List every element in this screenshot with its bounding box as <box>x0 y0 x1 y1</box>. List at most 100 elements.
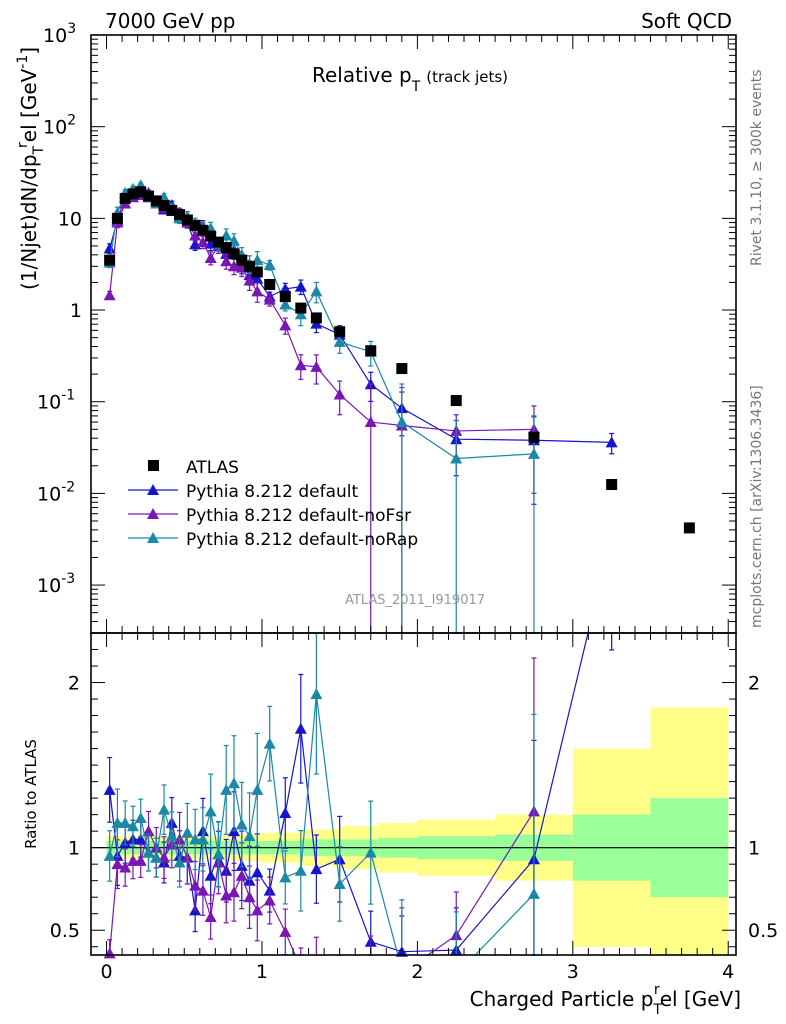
y-tick-label: 10-3 <box>37 571 75 597</box>
atlas-point <box>166 204 178 216</box>
ratio-point <box>251 904 264 916</box>
data-point <box>294 359 307 371</box>
ratio-point <box>294 722 307 734</box>
ratio-point <box>126 854 139 866</box>
ratio-frame <box>90 632 737 956</box>
atlas-point <box>295 302 307 314</box>
ratio-point <box>103 849 116 861</box>
ratio-y-tick-label-right: 1 <box>748 838 760 860</box>
y-axis-label-exp: -1 <box>15 55 31 69</box>
legend-label: Pythia 8.212 default-noFsr <box>186 506 411 526</box>
y-tick-label: 10-2 <box>37 479 75 505</box>
y-tick-label: 1 <box>70 300 82 322</box>
ratio-point <box>227 777 240 789</box>
ratio-point <box>527 887 540 899</box>
series-atlas <box>104 186 695 534</box>
ratio-point <box>142 825 155 837</box>
ratio-point <box>279 925 292 937</box>
data-point <box>333 388 346 400</box>
ratio-point <box>294 864 307 876</box>
legend-marker-triangle <box>147 484 159 495</box>
ratio-point <box>364 846 377 858</box>
atlas-point <box>396 363 408 375</box>
ratio-point <box>220 889 233 901</box>
legend-label: Pythia 8.212 default-noRap <box>186 530 418 550</box>
ratio-point <box>263 894 276 906</box>
atlas-point <box>310 312 322 324</box>
ratio-point <box>243 891 256 903</box>
ratio-point <box>243 830 256 842</box>
analysis-label: ATLAS_2011_I919017 <box>345 593 485 608</box>
data-point <box>204 251 217 263</box>
legend-marker-triangle <box>147 532 159 543</box>
ratio-point <box>103 783 116 795</box>
atlas-point <box>127 188 139 200</box>
legend: ATLAS Pythia 8.212 default Pythia 8.212 de… <box>128 458 418 550</box>
data-point <box>310 285 323 297</box>
chart-title: Relative pT (track jets) <box>312 63 508 95</box>
data-point <box>294 308 307 320</box>
data-point <box>279 298 292 310</box>
data-point <box>251 285 264 297</box>
atlas-point <box>228 248 240 260</box>
chart-title-sub: T <box>411 79 421 95</box>
atlas-point <box>683 522 695 534</box>
y-tick-label: 10-1 <box>37 388 75 414</box>
header-left: 7000 GeV pp <box>105 9 236 33</box>
ratio-point <box>263 737 276 749</box>
series-default <box>103 183 618 505</box>
ratio-y-tick-label: 1 <box>68 838 80 860</box>
y-axis-label-sub: T <box>31 145 47 155</box>
x-tick-label: 3 <box>567 961 579 983</box>
data-point <box>103 242 116 254</box>
atlas-point <box>220 242 232 254</box>
ratio-point <box>310 688 323 700</box>
x-tick-label: 1 <box>256 961 268 983</box>
atlas-point <box>279 291 291 303</box>
y-tick-base: 10 <box>37 392 61 414</box>
ratio-y-tick-label: 0.5 <box>50 920 80 942</box>
ratio-point <box>134 854 147 866</box>
atlas-point <box>528 431 540 443</box>
atlas-point <box>197 224 209 236</box>
x-axis-label-main: Charged Particle p <box>470 987 654 1011</box>
y-tick-exp: -3 <box>61 571 75 587</box>
ratio-point <box>204 869 217 881</box>
data-point <box>395 416 408 428</box>
ratio-point <box>126 820 139 832</box>
mcplots-label: mcplots.cern.ch [arXiv:1306.3436] <box>749 385 765 628</box>
legend-marker-square <box>148 460 159 471</box>
x-axis-label: Charged Particle pTrel [GeV] <box>470 982 741 1018</box>
x-axis-label-sup: r <box>654 982 660 998</box>
ratio-point <box>310 863 323 875</box>
ratio-point <box>227 886 240 898</box>
data-point <box>251 272 264 284</box>
data-point <box>364 416 377 428</box>
atlas-point <box>150 195 162 207</box>
data-point <box>605 436 618 448</box>
ratio-point <box>204 911 217 923</box>
ratio-point <box>150 851 163 863</box>
ratio-point <box>196 884 209 896</box>
series-line <box>109 192 534 432</box>
ratio-point <box>158 803 171 815</box>
ratio-y-axis-label: Ratio to ATLAS <box>22 739 40 849</box>
header-right: Soft QCD <box>641 9 732 33</box>
data-point <box>310 360 323 372</box>
atlas-point <box>251 266 263 278</box>
y-tick-exp: 3 <box>67 21 76 37</box>
legend-item: ATLAS <box>148 458 239 478</box>
data-point <box>227 260 240 272</box>
legend-label: ATLAS <box>186 458 239 478</box>
ratio-point <box>204 805 217 817</box>
atlas-point <box>104 254 116 266</box>
ratio-point <box>111 816 124 828</box>
ratio-point <box>220 783 233 795</box>
data-point <box>189 229 202 241</box>
ratio-point <box>119 861 132 873</box>
x-axis-label-sub: T <box>652 1002 662 1018</box>
ratio-point <box>251 783 264 795</box>
y-tick-label: 10 <box>58 208 82 230</box>
legend-label: Pythia 8.212 default <box>186 482 359 502</box>
